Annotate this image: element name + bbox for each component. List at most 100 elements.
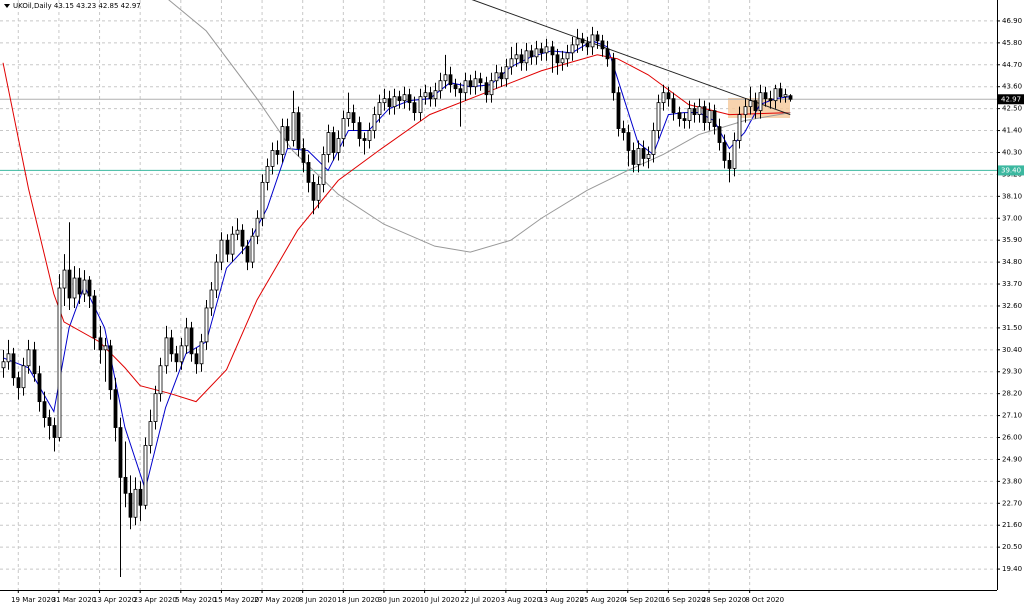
candle-body [52, 425, 57, 438]
candle-body [67, 269, 72, 299]
indicator-line [471, 0, 791, 116]
candle-body [113, 389, 118, 428]
candle-body [560, 58, 565, 64]
candle-body [677, 112, 682, 119]
last-price-label: 42.97 [1001, 95, 1021, 103]
candle-body [539, 48, 544, 54]
candle-body [651, 130, 656, 155]
candle-body [514, 54, 519, 60]
candle-body [98, 337, 103, 351]
candle-body [240, 229, 245, 247]
candle-body [1, 361, 6, 369]
candle-body [296, 112, 301, 149]
x-tick-label: 5 May 2020 [175, 596, 216, 604]
y-tick-label: 27.10 [1002, 412, 1022, 420]
candle-body [494, 72, 499, 82]
symbol-arrow [4, 4, 10, 8]
y-tick-label: 34.80 [1002, 258, 1022, 266]
candle-body [550, 46, 555, 56]
candle-body [6, 353, 11, 363]
x-tick-label: 25 Aug 2020 [580, 596, 625, 604]
x-tick-label: 18 Jun 2020 [337, 596, 379, 604]
candle-body [666, 92, 671, 100]
candle-body [504, 66, 509, 80]
y-tick-label: 22.70 [1002, 499, 1022, 507]
candle-body [280, 126, 285, 155]
candle-body [407, 94, 412, 104]
candle-body [311, 181, 316, 201]
candle-body [529, 50, 534, 58]
candle-body [656, 102, 661, 131]
candle-body [316, 183, 321, 201]
candle-body [468, 80, 473, 88]
candle-body [346, 112, 351, 119]
y-tick-label: 46.90 [1002, 17, 1022, 25]
candle-body [214, 261, 219, 291]
x-tick-label: 13 Apr 2020 [93, 596, 136, 604]
candle-body [595, 34, 600, 42]
candle-body [194, 353, 199, 365]
candle-body [636, 148, 641, 165]
candle-body [21, 365, 26, 389]
candle-body [108, 345, 113, 391]
candle-body [265, 166, 270, 183]
candle-body [768, 98, 773, 102]
candle-body [509, 58, 514, 68]
candle-body [250, 235, 255, 263]
candle-body [306, 162, 311, 183]
candle-body [230, 233, 235, 255]
candle-body [707, 110, 712, 123]
candle-body [555, 54, 560, 64]
candle-body [519, 54, 524, 64]
candle-body [326, 132, 331, 155]
candle-body [458, 88, 463, 94]
candle-body [184, 327, 189, 347]
candle-body [301, 148, 306, 163]
candle-body [661, 92, 666, 104]
candle-body [225, 239, 230, 255]
candle-body [118, 427, 123, 478]
candle-body [16, 377, 21, 389]
y-tick-label: 43.60 [1002, 83, 1022, 91]
candle-body [641, 148, 646, 159]
candle-body [199, 341, 204, 365]
x-tick-label: 4 Sep 2020 [623, 596, 663, 604]
candle-body [692, 108, 697, 116]
candle-body [580, 38, 585, 44]
candle-body [428, 92, 433, 100]
candle-body [174, 353, 179, 363]
grid [0, 0, 1000, 593]
candle-body [758, 92, 763, 112]
candle-body [621, 128, 626, 133]
candle-body [336, 138, 341, 153]
y-tick-label: 41.40 [1002, 127, 1022, 135]
x-tick-label: 16 Sep 2020 [661, 596, 705, 604]
candle-body [712, 110, 717, 127]
candle-body [453, 84, 458, 90]
x-tick-label: 31 Mar 2020 [52, 596, 96, 604]
candle-body [255, 217, 260, 237]
candle-body [433, 90, 438, 100]
y-tick-label: 37.00 [1002, 214, 1022, 222]
candle-body [331, 132, 336, 153]
x-tick-label: 22 Jul 2020 [460, 596, 500, 604]
labels: 19.40 20.50 21.60 22.70 23.80 24.90 26.00 27.10… [11, 17, 1024, 604]
last-price-box [998, 94, 1024, 105]
candle-body [570, 44, 575, 54]
x-tick-label: 19 Mar 2020 [11, 596, 55, 604]
candle-body [291, 112, 296, 141]
candle-body [164, 337, 169, 367]
candle-body [702, 106, 707, 123]
candle-body [103, 345, 108, 351]
candle-body [631, 150, 636, 165]
candle-body [235, 229, 240, 235]
candle-body [717, 126, 722, 143]
candle-body [128, 492, 133, 518]
candle-body [484, 82, 489, 96]
candle-body [753, 100, 758, 112]
candle-body [590, 34, 595, 48]
candle-body [788, 95, 793, 100]
x-tick-label: 28 Sep 2020 [702, 596, 746, 604]
candle-body [524, 50, 529, 64]
